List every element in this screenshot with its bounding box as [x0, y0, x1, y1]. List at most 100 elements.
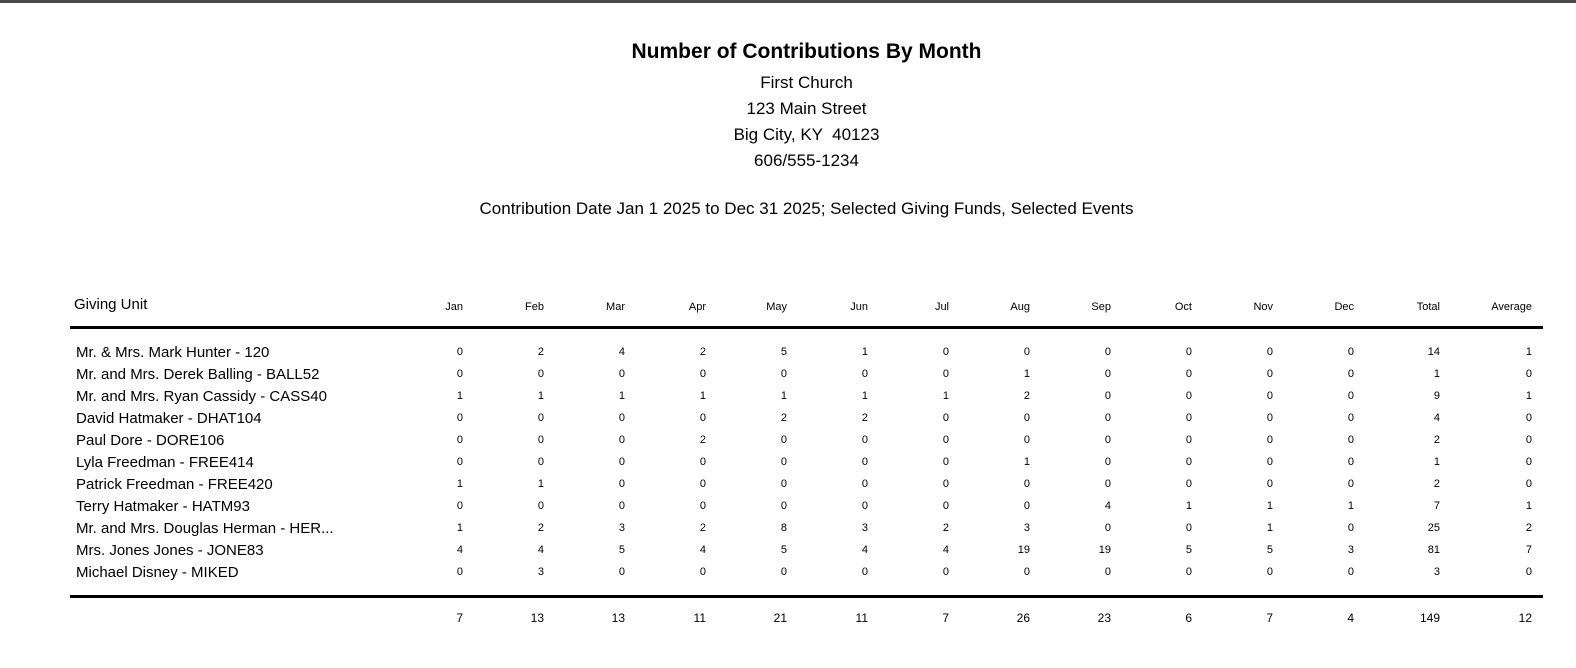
- value-cell: 5: [1266, 544, 1273, 556]
- value-cell: 2: [537, 346, 544, 358]
- value-cell: 3: [537, 566, 544, 578]
- giving-unit-name: Mr. and Mrs. Derek Balling - BALL52: [76, 365, 320, 383]
- value-cell: 0: [861, 566, 868, 578]
- value-cell: 3: [861, 522, 868, 534]
- value-cell: 0: [1266, 346, 1273, 358]
- column-header-nov: Nov: [1253, 301, 1273, 313]
- giving-unit-name: Paul Dore - DORE106: [76, 431, 225, 449]
- column-header-average: Average: [1491, 301, 1532, 313]
- value-cell: 0: [1185, 478, 1192, 490]
- value-cell: 9: [1433, 390, 1440, 402]
- value-cell: 2: [699, 346, 706, 358]
- giving-unit-name: Mr. and Mrs. Ryan Cassidy - CASS40: [76, 387, 327, 405]
- value-cell: 2: [1023, 390, 1030, 402]
- value-cell: 0: [1104, 434, 1111, 446]
- giving-unit-name: David Hatmaker - DHAT104: [76, 409, 262, 427]
- value-cell: 4: [1104, 500, 1111, 512]
- table-row: Lyla Freedman - FREE414 0 0 0 0 0 0 0 1 0 0 0 0 1 0: [70, 451, 1543, 473]
- value-cell: 0: [1347, 434, 1354, 446]
- value-cell: 0: [699, 456, 706, 468]
- value-cell: 7: [1433, 500, 1440, 512]
- value-cell: 0: [456, 412, 463, 424]
- value-cell: 7: [1525, 544, 1532, 556]
- value-cell: 5: [618, 544, 625, 556]
- value-cell: 0: [1104, 566, 1111, 578]
- value-cell: 0: [942, 566, 949, 578]
- report-header: Number of Contributions By Month First C…: [70, 40, 1543, 219]
- value-cell: 0: [1185, 390, 1192, 402]
- column-header-apr: Apr: [688, 301, 706, 313]
- value-cell: 0: [1525, 412, 1532, 424]
- value-cell: 4: [618, 346, 625, 358]
- table-row: Paul Dore - DORE106 0 0 0 2 0 0 0 0 0 0 0 0 2 0: [70, 429, 1543, 451]
- value-cell: 0: [1023, 500, 1030, 512]
- value-cell: 3: [1347, 544, 1354, 556]
- value-cell: 1: [1525, 346, 1532, 358]
- column-header-jun: Jun: [850, 301, 868, 313]
- totals-value-cell: 7: [942, 611, 949, 625]
- value-cell: 0: [1266, 368, 1273, 380]
- value-cell: 0: [1347, 566, 1354, 578]
- value-cell: 0: [861, 478, 868, 490]
- value-cell: 0: [618, 434, 625, 446]
- totals-value-cell: 149: [1419, 611, 1440, 625]
- column-header-may: May: [766, 301, 787, 313]
- value-cell: 0: [942, 434, 949, 446]
- value-cell: 0: [1185, 412, 1192, 424]
- value-cell: 1: [537, 390, 544, 402]
- totals-value-cell: 11: [855, 611, 868, 625]
- totals-value-cell: 26: [1016, 611, 1030, 625]
- value-cell: 1: [1266, 500, 1273, 512]
- value-cell: 19: [1017, 544, 1030, 556]
- value-cell: 0: [1185, 522, 1192, 534]
- top-divider: [0, 0, 1576, 3]
- value-cell: 1: [861, 346, 868, 358]
- org-address-city: Big City, KY 40123: [733, 125, 880, 144]
- value-cell: 81: [1427, 544, 1440, 556]
- value-cell: 1: [1525, 500, 1532, 512]
- value-cell: 5: [780, 346, 787, 358]
- column-header-aug: Aug: [1010, 301, 1030, 313]
- table-totals-row: 7 13 13 11 21 11 7 26 23 6 7 4 149 12: [70, 611, 1543, 625]
- giving-unit-name: Michael Disney - MIKED: [76, 563, 239, 581]
- totals-value-cell: 12: [1518, 611, 1532, 625]
- totals-value-cell: 7: [456, 611, 463, 625]
- org-address-street: 123 Main Street: [746, 99, 867, 118]
- column-header-oct: Oct: [1174, 301, 1192, 313]
- value-cell: 25: [1427, 522, 1440, 534]
- table-row: Terry Hatmaker - HATM93 0 0 0 0 0 0 0 0 4 1 1 1 7 1: [70, 495, 1543, 517]
- column-header-feb: Feb: [525, 301, 544, 313]
- value-cell: 4: [456, 544, 463, 556]
- column-header-jan: Jan: [445, 301, 463, 313]
- value-cell: 0: [537, 500, 544, 512]
- value-cell: 19: [1098, 544, 1111, 556]
- value-cell: 1: [699, 390, 706, 402]
- table-row: David Hatmaker - DHAT104 0 0 0 0 2 2 0 0 0 0 0 0 4 0: [70, 407, 1543, 429]
- table-row: Mr. and Mrs. Douglas Herman - HER... 1 2 3 2…: [70, 517, 1543, 539]
- giving-unit-name: Mr. & Mrs. Mark Hunter - 120: [76, 343, 270, 361]
- value-cell: 1: [456, 522, 463, 534]
- org-phone: 606/555-1234: [754, 151, 859, 170]
- totals-value-cell: 23: [1097, 611, 1111, 625]
- value-cell: 0: [618, 456, 625, 468]
- value-cell: 0: [1347, 478, 1354, 490]
- value-cell: 2: [1525, 522, 1532, 534]
- value-cell: 1: [1023, 368, 1030, 380]
- value-cell: 0: [1347, 368, 1354, 380]
- report-criteria: Contribution Date Jan 1 2025 to Dec 31 2…: [479, 199, 1134, 218]
- value-cell: 0: [942, 368, 949, 380]
- value-cell: 0: [1185, 566, 1192, 578]
- giving-unit-name: Mrs. Jones Jones - JONE83: [76, 541, 264, 559]
- value-cell: 0: [1185, 434, 1192, 446]
- giving-unit-name: Lyla Freedman - FREE414: [76, 453, 254, 471]
- value-cell: 2: [861, 412, 868, 424]
- value-cell: 0: [1347, 456, 1354, 468]
- value-cell: 0: [1104, 390, 1111, 402]
- totals-value-cell: 13: [530, 611, 544, 625]
- value-cell: 2: [699, 434, 706, 446]
- value-cell: 0: [1104, 456, 1111, 468]
- value-cell: 0: [1023, 412, 1030, 424]
- giving-unit-name: Terry Hatmaker - HATM93: [76, 497, 250, 515]
- value-cell: 0: [456, 434, 463, 446]
- column-header-mar: Mar: [606, 301, 625, 313]
